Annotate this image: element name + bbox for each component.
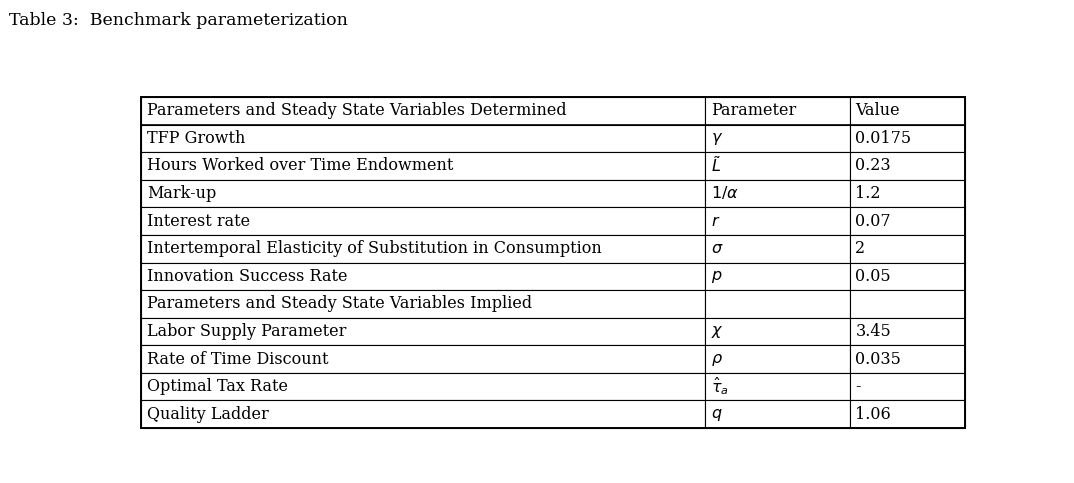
Bar — [706, 235, 850, 263]
Bar — [850, 318, 964, 345]
Bar — [850, 290, 964, 318]
Bar — [141, 345, 706, 373]
Text: Mark-up: Mark-up — [147, 185, 216, 202]
Text: Parameters and Steady State Variables Implied: Parameters and Steady State Variables Im… — [147, 296, 532, 313]
Bar — [706, 345, 850, 373]
Text: $\rho$: $\rho$ — [711, 351, 723, 368]
Bar — [141, 400, 706, 428]
Bar — [706, 207, 850, 235]
Text: Interest rate: Interest rate — [147, 213, 250, 229]
Bar — [141, 125, 706, 152]
Bar — [141, 207, 706, 235]
Bar — [141, 290, 706, 318]
Bar — [706, 373, 850, 400]
Bar — [706, 180, 850, 207]
Bar — [141, 180, 706, 207]
Bar — [706, 97, 850, 125]
Bar — [706, 400, 850, 428]
Text: $r$: $r$ — [711, 213, 721, 229]
Text: $\tilde{L}$: $\tilde{L}$ — [711, 156, 722, 176]
Text: 0.07: 0.07 — [855, 213, 891, 229]
Bar — [706, 125, 850, 152]
Bar — [850, 400, 964, 428]
Text: $q$: $q$ — [711, 406, 723, 423]
Bar — [141, 318, 706, 345]
Text: Parameter: Parameter — [711, 102, 797, 119]
Text: 3.45: 3.45 — [855, 323, 891, 340]
Bar — [850, 97, 964, 125]
Bar — [141, 373, 706, 400]
Text: Value: Value — [855, 102, 900, 119]
Bar — [850, 152, 964, 180]
Bar — [706, 318, 850, 345]
Bar — [850, 235, 964, 263]
Text: Innovation Success Rate: Innovation Success Rate — [147, 268, 347, 285]
Text: 0.05: 0.05 — [855, 268, 891, 285]
Text: 0.23: 0.23 — [855, 157, 891, 174]
Bar — [706, 152, 850, 180]
Text: 2: 2 — [855, 240, 866, 257]
Text: 1.06: 1.06 — [855, 406, 891, 423]
Text: Optimal Tax Rate: Optimal Tax Rate — [147, 378, 288, 395]
Text: 1.2: 1.2 — [855, 185, 881, 202]
Text: Rate of Time Discount: Rate of Time Discount — [147, 351, 329, 368]
Bar — [850, 180, 964, 207]
Text: Table 3:  Benchmark parameterization: Table 3: Benchmark parameterization — [9, 12, 348, 29]
Bar — [706, 290, 850, 318]
Text: $\sigma$: $\sigma$ — [711, 240, 724, 257]
Text: $\chi$: $\chi$ — [711, 323, 724, 340]
Bar — [850, 207, 964, 235]
Bar — [850, 373, 964, 400]
Text: Labor Supply Parameter: Labor Supply Parameter — [147, 323, 346, 340]
Text: -: - — [855, 378, 861, 395]
Text: TFP Growth: TFP Growth — [147, 130, 245, 147]
Bar — [141, 97, 706, 125]
Bar — [850, 262, 964, 290]
Bar — [141, 262, 706, 290]
Bar — [141, 152, 706, 180]
Bar — [706, 262, 850, 290]
Text: 0.0175: 0.0175 — [855, 130, 912, 147]
Text: Parameters and Steady State Variables Determined: Parameters and Steady State Variables De… — [147, 102, 566, 119]
Bar — [141, 97, 964, 428]
Bar — [141, 235, 706, 263]
Bar — [850, 345, 964, 373]
Text: Quality Ladder: Quality Ladder — [147, 406, 268, 423]
Text: $1/\alpha$: $1/\alpha$ — [711, 185, 739, 202]
Text: $\gamma$: $\gamma$ — [711, 130, 724, 147]
Text: Intertemporal Elasticity of Substitution in Consumption: Intertemporal Elasticity of Substitution… — [147, 240, 601, 257]
Bar — [850, 125, 964, 152]
Text: 0.035: 0.035 — [855, 351, 901, 368]
Text: $p$: $p$ — [711, 268, 723, 285]
Text: Hours Worked over Time Endowment: Hours Worked over Time Endowment — [147, 157, 453, 174]
Text: $\hat{\tau}_a$: $\hat{\tau}_a$ — [711, 376, 729, 398]
